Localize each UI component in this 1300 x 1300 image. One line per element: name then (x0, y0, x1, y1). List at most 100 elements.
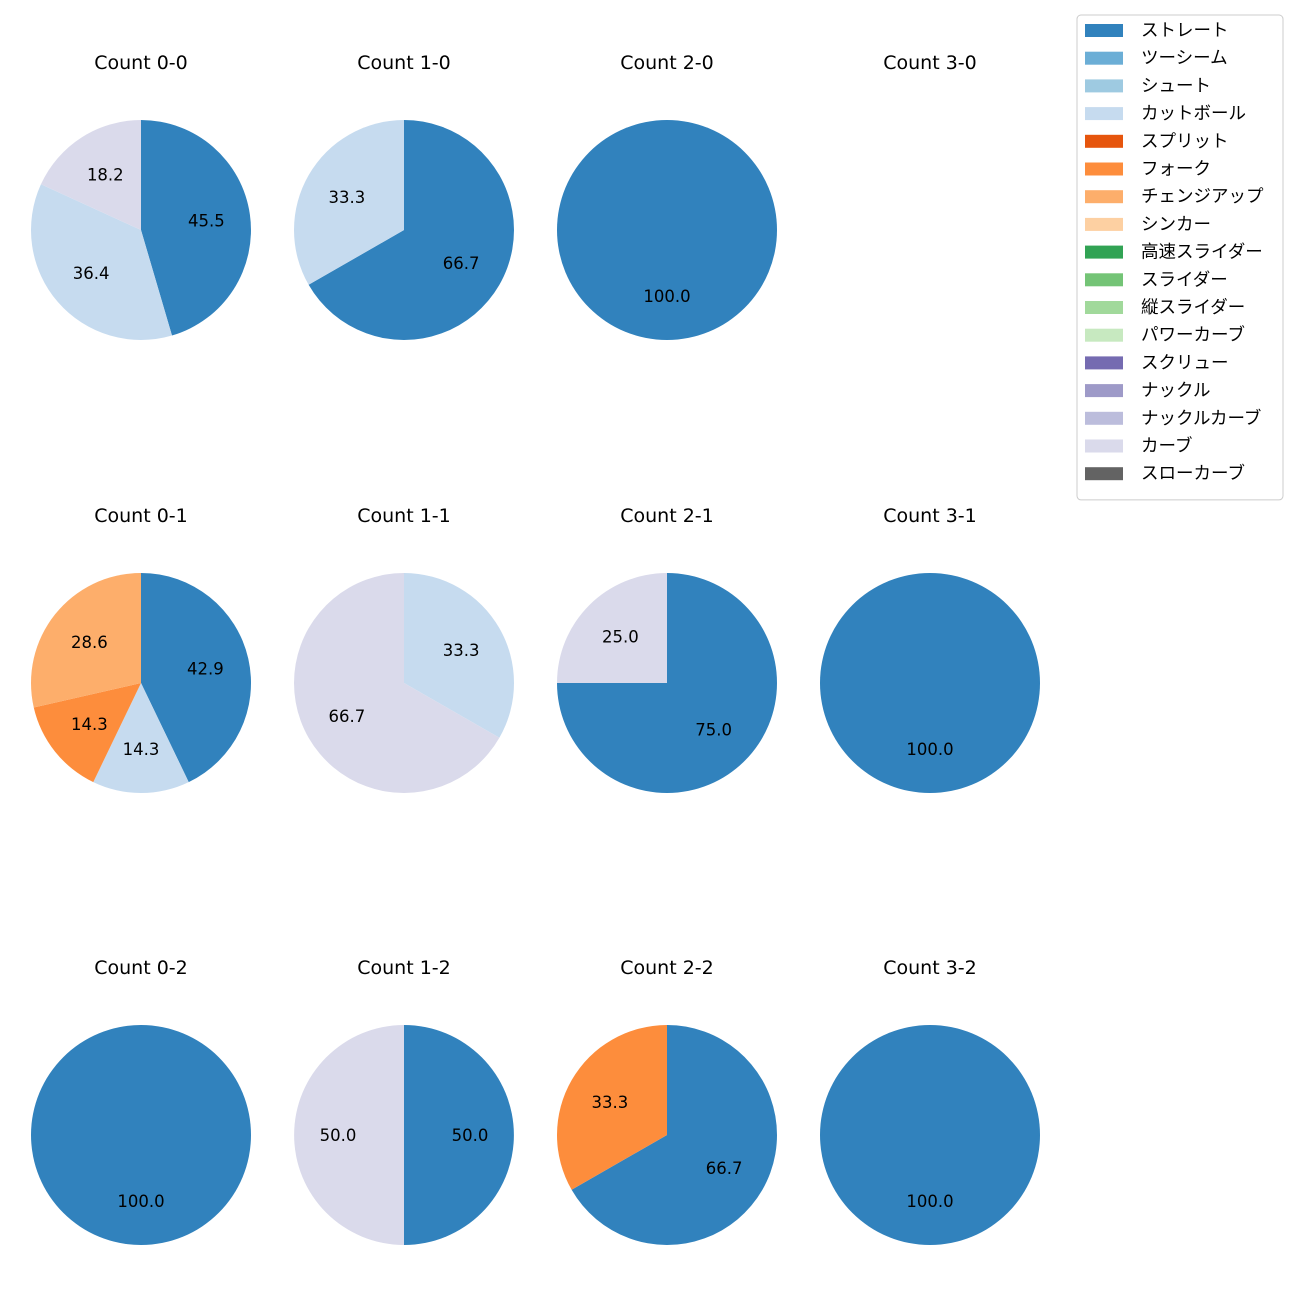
pie-title: Count 3-1 (883, 505, 977, 527)
pie-count-0-0: Count 0-0 45.5 36.4 18.2 (30, 52, 251, 340)
legend-item: シンカー (1085, 215, 1211, 235)
legend-label: スライダー (1141, 270, 1228, 290)
pie-title: Count 0-2 (94, 957, 188, 979)
pie-count-3-1: Count 3-1 100.0 (820, 505, 1040, 793)
pie-title: Count 1-1 (357, 505, 451, 527)
pie-slice-label: 100.0 (906, 740, 953, 759)
legend-item: カットボール (1085, 104, 1246, 124)
legend-swatch (1085, 217, 1123, 231)
legend-swatch (1085, 24, 1123, 37)
pie-slice-label: 14.3 (71, 715, 108, 734)
pie-title: Count 0-0 (94, 52, 188, 74)
legend-label: スローカーブ (1141, 463, 1245, 484)
legend-swatch (1085, 356, 1123, 370)
pie-slice (93, 683, 189, 794)
pie-slice (141, 573, 252, 783)
legend-swatch (1085, 162, 1123, 176)
pie-slice-label: 66.7 (329, 707, 366, 726)
pie-title: Count 1-2 (357, 957, 451, 979)
pie-title: Count 3-0 (883, 52, 977, 74)
pie-slice-label: 50.0 (320, 1126, 357, 1145)
legend-label: ナックルカーブ (1141, 408, 1261, 429)
pie-slice (31, 573, 141, 708)
pie-title: Count 0-1 (94, 505, 188, 527)
legend-item: シュート (1085, 76, 1211, 96)
pie-slice (557, 120, 777, 340)
pie-title: Count 2-2 (620, 957, 714, 979)
legend-label: ストレート (1141, 21, 1229, 41)
legend-swatch (1085, 51, 1123, 65)
legend-swatch (1085, 301, 1123, 314)
legend-item: スローカーブ (1085, 463, 1245, 484)
pie-slice (404, 572, 515, 738)
legend-label: ナックル (1141, 381, 1210, 401)
legend-label: フォーク (1141, 160, 1211, 180)
legend-item: ストレート (1085, 21, 1229, 41)
legend-swatch (1085, 411, 1123, 425)
pie-count-2-0: Count 2-0 100.0 (557, 52, 777, 340)
legend-swatch (1085, 273, 1123, 287)
legend-item: チェンジアップ (1085, 187, 1264, 207)
legend-label: スクリュー (1141, 353, 1229, 373)
pie-slice-label: 100.0 (643, 287, 690, 306)
pie-count-1-2: Count 1-2 50.0 50.0 (294, 957, 514, 1245)
pie-slice (31, 1025, 251, 1245)
pie-count-1-0: Count 1-0 66.7 33.3 (293, 52, 514, 340)
pie-slice (294, 1025, 404, 1245)
legend-frame (1076, 14, 1284, 501)
pie-slice (571, 1025, 777, 1245)
legend-item: ナックルカーブ (1085, 408, 1261, 429)
pie-slice (820, 1025, 1040, 1245)
pie-slice (33, 683, 142, 783)
legend-label: スプリット (1141, 132, 1229, 152)
pie-count-3-0: Count 3-0 (883, 52, 977, 74)
pie-slice-label: 18.2 (87, 165, 124, 184)
pie-title: Count 3-2 (883, 957, 977, 979)
pie-slice (556, 1025, 667, 1190)
pie-slice (293, 120, 404, 285)
legend-label: チェンジアップ (1141, 187, 1264, 207)
pie-slice-label: 28.6 (71, 633, 108, 652)
legend-item: スクリュー (1085, 353, 1229, 373)
legend-label: シュート (1141, 76, 1211, 96)
legend-swatch (1085, 134, 1123, 148)
pie-slice (308, 120, 514, 340)
pie-slice-label: 75.0 (695, 721, 732, 740)
pie-slice-label: 100.0 (906, 1192, 953, 1211)
legend: ストレートツーシームシュートカットボールスプリットフォークチェンジアップシンカー… (1076, 14, 1284, 501)
pie-slice-label: 66.7 (706, 1159, 743, 1178)
legend-item: ツーシーム (1085, 49, 1228, 69)
pie-count-2-2: Count 2-2 66.7 33.3 (556, 957, 777, 1245)
legend-swatch (1085, 79, 1123, 93)
pie-slice-label: 14.3 (123, 740, 160, 759)
legend-label: カーブ (1141, 436, 1192, 457)
legend-swatch (1085, 439, 1123, 453)
pie-slice-label: 42.9 (187, 659, 224, 678)
pie-title: Count 2-1 (620, 505, 714, 527)
legend-swatch (1085, 328, 1123, 342)
legend-item: ナックル (1085, 381, 1210, 401)
pie-slice-label: 100.0 (117, 1192, 164, 1211)
legend-label: シンカー (1141, 215, 1211, 235)
pie-slice (30, 184, 172, 340)
pie-count-1-1: Count 1-1 33.3 66.7 (294, 505, 515, 793)
legend-label: 縦スライダー (1141, 298, 1245, 318)
legend-swatch (1085, 107, 1123, 121)
pie-slice (40, 120, 141, 230)
legend-item: スプリット (1085, 132, 1229, 152)
pie-count-3-2: Count 3-2 100.0 (820, 957, 1040, 1245)
pie-slice-label: 33.3 (592, 1093, 629, 1112)
pie-slice-label: 36.4 (73, 264, 110, 283)
pie-slice-label: 45.5 (188, 212, 225, 231)
legend-item: 高速スライダー (1085, 243, 1263, 263)
pie-slice-label: 50.0 (452, 1126, 489, 1145)
pie-slice (404, 1025, 514, 1245)
pie-count-0-2: Count 0-2 100.0 (31, 957, 251, 1245)
pie-slice-label: 66.7 (443, 254, 480, 273)
legend-swatch (1085, 467, 1123, 481)
pie-count-2-1: Count 2-1 75.0 25.0 (557, 505, 777, 793)
pie-count-0-1: Count 0-1 42.9 14.3 14.3 28.6 (31, 505, 252, 794)
pie-slice (557, 573, 667, 683)
legend-swatch (1085, 190, 1123, 204)
